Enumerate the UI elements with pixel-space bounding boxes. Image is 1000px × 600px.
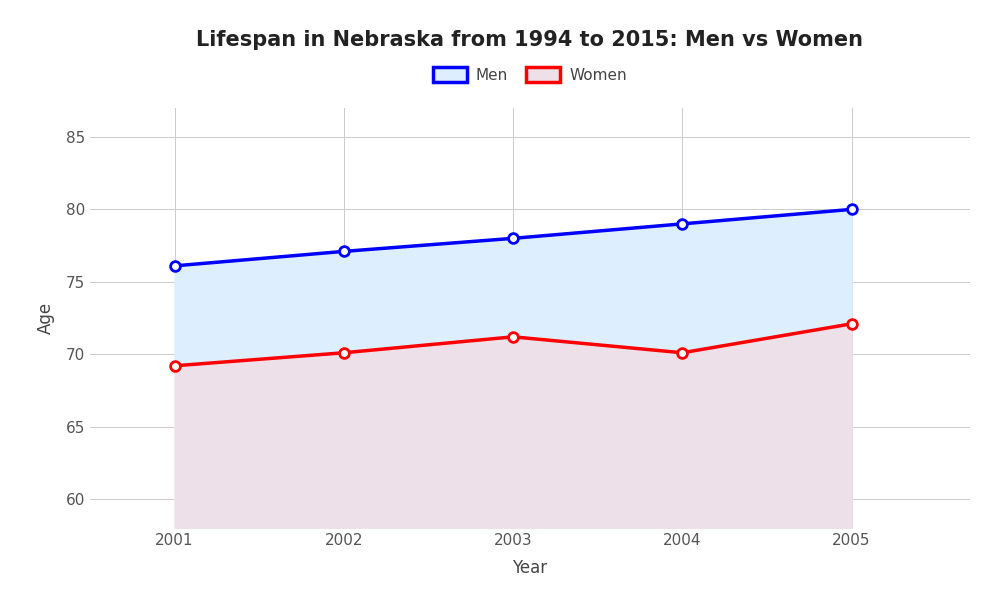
Legend: Men, Women: Men, Women [427,61,633,89]
Y-axis label: Age: Age [37,302,55,334]
Title: Lifespan in Nebraska from 1994 to 2015: Men vs Women: Lifespan in Nebraska from 1994 to 2015: … [196,29,864,49]
X-axis label: Year: Year [512,559,548,577]
